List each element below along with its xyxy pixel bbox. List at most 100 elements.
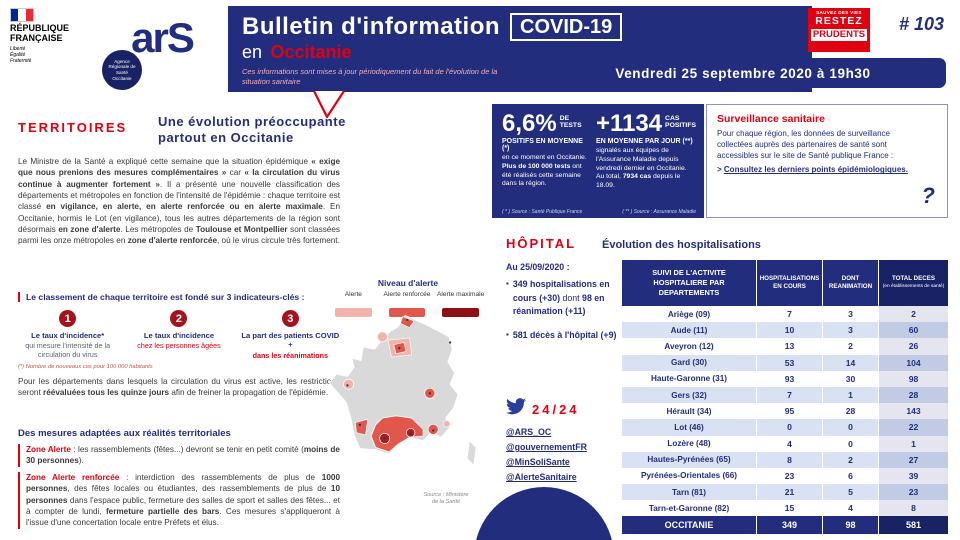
column-deces: TOTAL DECES (en établissements de santé) xyxy=(878,260,948,306)
link-arrow: > xyxy=(717,165,722,175)
table-cell: 98 xyxy=(878,370,948,387)
indicators-intro: Le classement de chaque territoire est f… xyxy=(18,292,340,302)
ars-wordmark: arS xyxy=(131,14,195,61)
indicator-label: La part des patients COVID + xyxy=(241,331,340,350)
points-epidemiologiques-link[interactable]: Consultez les derniers points épidémiolo… xyxy=(723,165,908,175)
table-cell: Tarn-et-Garonne (82) xyxy=(648,503,730,513)
table-cell: 28 xyxy=(878,386,948,404)
territoires-heading: Une évolution préoccupante partout en Oc… xyxy=(158,114,346,146)
table-cell: 7 xyxy=(756,386,822,404)
table-cell: 4 xyxy=(822,500,878,517)
table-cell: Lot (46) xyxy=(674,422,704,432)
table-cell: 143 xyxy=(878,403,948,420)
stats-box: 6,6% DE TESTS POSITIFS EN MOYENNE (*) en… xyxy=(492,104,704,218)
indicator-number-badge: 1 xyxy=(59,310,77,327)
indicator-number-badge: 2 xyxy=(170,310,188,327)
table-cell: Ariège (09) xyxy=(667,309,711,319)
table-cell: 2 xyxy=(878,306,948,323)
indicator-subtext: dans les réanimations xyxy=(252,350,329,360)
table-cell: 27 xyxy=(878,451,948,468)
table-cell: 1 xyxy=(878,435,948,452)
table-total-row: OCCITANIE 349 98 581 xyxy=(622,516,948,535)
cases-stat: +1134 CAS POSITIFS EN MOYENNE PAR JOUR (… xyxy=(588,112,696,191)
table-cell: 8 xyxy=(878,500,948,517)
legend-swatch xyxy=(388,308,426,317)
indicator-item-1: 1 Le taux d'incidence* qui mesure l'inte… xyxy=(12,310,123,360)
region-name: Occitanie xyxy=(270,42,352,62)
cases-label: EN MOYENNE PAR JOUR (**) xyxy=(595,138,693,145)
french-flag-icon xyxy=(10,8,34,22)
decorative-semicircle xyxy=(474,487,614,540)
table-cell: 21 xyxy=(756,484,822,501)
hospital-table-body: Ariège (09) 7 3 2 Aude (11) 10 3 60 Aveyron (12)… xyxy=(622,306,948,517)
table-cell: Aveyron (12) xyxy=(664,341,714,351)
table-cell: 14 xyxy=(822,354,878,371)
table-cell: 28 xyxy=(822,403,878,420)
legend-swatch xyxy=(335,308,372,317)
france-alert-map xyxy=(328,314,477,467)
table-cell: Hérault (34) xyxy=(666,406,712,416)
alert-level-legend: Alerte Alerte renforcée Alerte maximale xyxy=(328,291,486,317)
table-cell: 0 xyxy=(822,419,878,436)
restez-prudents-badge: SAUVEZ DES VIES RESTEZ PRUDENTS xyxy=(808,8,870,52)
total-reanimation: 98 xyxy=(822,516,878,535)
table-row: Lozère (48) 4 0 1 xyxy=(622,435,948,452)
twitter-24-label: 24/24 xyxy=(532,401,580,417)
covid19-badge: COVID-19 xyxy=(510,13,623,41)
zone-alerte-renforcee-item: Zone Alerte renforcée : interdiction des… xyxy=(18,472,340,529)
bullet-square-icon: ▪ xyxy=(506,329,509,339)
tests-suffix: DE TESTS xyxy=(559,115,582,129)
table-cell: Haute-Garonne (31) xyxy=(651,374,727,384)
table-cell: 15 xyxy=(756,500,822,517)
table-cell: 3 xyxy=(822,322,878,339)
surveillance-text: Pour chaque région, les données de surve… xyxy=(717,129,894,160)
column-reanimation: DONT REANIMATION xyxy=(822,260,878,306)
prudents-line3: PRUDENTS xyxy=(811,28,867,41)
hopital-bullets: ▪ 349 hospitalisations en cours (+30) do… xyxy=(506,278,618,353)
table-cell: 6 xyxy=(822,467,878,485)
update-note: Ces informations sont mises à jour pério… xyxy=(242,67,498,86)
republique-line1: RÉPUBLIQUE xyxy=(10,23,70,33)
prudents-line1: SAUVEZ DES VIES xyxy=(816,10,862,15)
twitter-handle-ars-oc[interactable]: @ARS_OC xyxy=(506,427,552,437)
table-cell: 26 xyxy=(878,338,948,355)
cases-source: ( ** ) Source : Assurance Maladie xyxy=(622,209,696,215)
table-row: Pyrénées-Orientales (66) 23 6 39 xyxy=(622,467,948,485)
question-mark-icon: ? xyxy=(921,183,935,208)
table-cell: 104 xyxy=(878,354,948,371)
table-cell: Aude (11) xyxy=(670,325,708,335)
twitter-handle-alertesanitaire[interactable]: @AlerteSanitaire xyxy=(506,472,577,482)
total-hospitalisations: 349 xyxy=(756,516,822,535)
table-row: Aude (11) 10 3 60 xyxy=(622,322,948,339)
table-cell: 93 xyxy=(756,370,822,387)
table-cell: Gers (32) xyxy=(671,390,707,400)
hospitalisations-bullet: ▪ 349 hospitalisations en cours (+30) do… xyxy=(506,278,618,319)
deces-bullet: ▪ 581 décès à l'hôpital (+9) xyxy=(506,329,618,343)
surveillance-box: Surveillance sanitaire Pour chaque régio… xyxy=(706,104,948,218)
table-row: Hautes-Pyrénées (65) 8 2 27 xyxy=(622,451,948,468)
tests-description: en ce moment en Occitanie. Plus de 100 0… xyxy=(502,154,587,188)
twitter-handle-gouvernement[interactable]: @gouvernementFR xyxy=(506,442,587,452)
twitter-handle-minsolisante[interactable]: @MinSoliSante xyxy=(506,457,570,467)
table-cell: Hautes-Pyrénées (65) xyxy=(647,455,731,465)
mesures-heading: Des mesures adaptées aux réalités territ… xyxy=(18,428,231,439)
twitter-icon xyxy=(506,398,526,420)
tests-stat: 6,6% DE TESTS POSITIFS EN MOYENNE (*) en… xyxy=(502,112,588,191)
ars-circle-label: Agence Régionale de Santé Occitanie xyxy=(102,50,142,90)
column-deces-note: (en établissements de santé) xyxy=(882,284,945,290)
twitter-block: 24/24 @ARS_OC @gouvernementFR @MinSoliSa… xyxy=(506,398,618,487)
callout-pointer-icon xyxy=(313,91,345,119)
indicator-item-2: 2 Le taux d'incidence chez les personnes… xyxy=(123,310,234,360)
table-row: Hérault (34) 95 28 143 xyxy=(622,403,948,420)
territoires-paragraph-1: Le Ministre de la Santé a expliqué cette… xyxy=(18,157,341,246)
table-row: Ariège (09) 7 3 2 xyxy=(622,306,948,323)
issue-number: # 103 xyxy=(898,14,944,34)
table-row: Aveyron (12) 13 2 26 xyxy=(622,338,948,355)
table-cell: 95 xyxy=(756,403,822,420)
table-cell: 53 xyxy=(756,354,822,371)
table-cell: 5 xyxy=(822,484,878,501)
hospital-table: SUIVI DE L'ACTIVITE HOSPITALIERE PAR DEP… xyxy=(622,260,948,535)
table-cell: 23 xyxy=(878,484,948,501)
table-cell: 30 xyxy=(822,370,878,387)
bulletin-title: Bulletin d'information xyxy=(242,13,501,40)
